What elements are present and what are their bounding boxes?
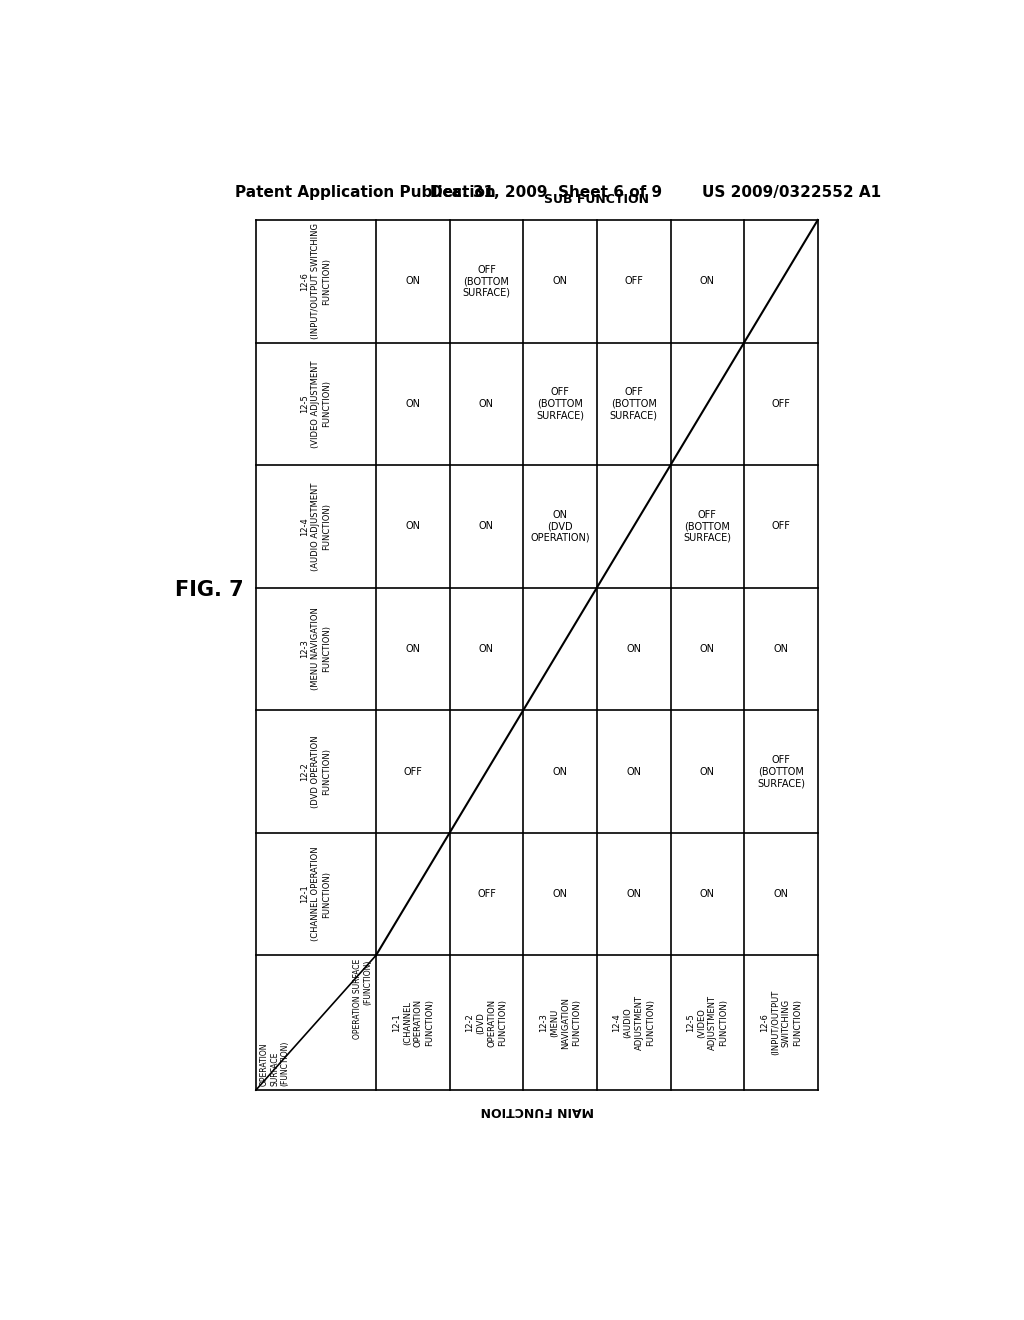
Text: ON: ON: [553, 767, 567, 776]
Text: OPERATION
SURFACE
(FUNCTION): OPERATION SURFACE (FUNCTION): [260, 1041, 290, 1086]
Text: OFF: OFF: [625, 276, 643, 286]
Text: FIG. 7: FIG. 7: [175, 579, 244, 599]
Text: ON: ON: [479, 399, 494, 409]
Text: Dec. 31, 2009  Sheet 6 of 9: Dec. 31, 2009 Sheet 6 of 9: [430, 185, 663, 201]
Text: ON: ON: [553, 890, 567, 899]
Text: US 2009/0322552 A1: US 2009/0322552 A1: [701, 185, 881, 201]
Text: OPERATION SURFACE
(FUNCTION): OPERATION SURFACE (FUNCTION): [352, 960, 372, 1039]
Text: ON: ON: [406, 521, 420, 532]
Text: OFF
(BOTTOM
SURFACE): OFF (BOTTOM SURFACE): [757, 755, 805, 788]
Text: 12-6
(INPUT/OUTPUT SWITCHING
FUNCTION): 12-6 (INPUT/OUTPUT SWITCHING FUNCTION): [300, 223, 332, 339]
Text: 12-1
(CHANNEL OPERATION
FUNCTION): 12-1 (CHANNEL OPERATION FUNCTION): [300, 846, 332, 941]
Text: Patent Application Publication: Patent Application Publication: [234, 185, 496, 201]
Text: ON: ON: [479, 521, 494, 532]
Text: OFF
(BOTTOM
SURFACE): OFF (BOTTOM SURFACE): [609, 387, 657, 421]
Text: 12-5
(VIDEO ADJUSTMENT
FUNCTION): 12-5 (VIDEO ADJUSTMENT FUNCTION): [300, 360, 332, 447]
Text: OFF
(BOTTOM
SURFACE): OFF (BOTTOM SURFACE): [536, 387, 584, 421]
Text: ON: ON: [699, 890, 715, 899]
Text: 12-1
(CHANNEL
OPERATION
FUNCTION): 12-1 (CHANNEL OPERATION FUNCTION): [391, 999, 434, 1047]
Text: ON: ON: [699, 767, 715, 776]
Text: MAIN FUNCTION: MAIN FUNCTION: [480, 1104, 594, 1117]
Text: ON: ON: [406, 644, 420, 653]
Text: ON: ON: [553, 276, 567, 286]
Text: OFF
(BOTTOM
SURFACE): OFF (BOTTOM SURFACE): [683, 510, 731, 543]
Text: 12-2
(DVD
OPERATION
FUNCTION): 12-2 (DVD OPERATION FUNCTION): [465, 999, 508, 1047]
Text: 12-4
(AUDIO ADJUSTMENT
FUNCTION): 12-4 (AUDIO ADJUSTMENT FUNCTION): [300, 482, 332, 570]
Text: ON: ON: [627, 644, 641, 653]
Text: ON: ON: [699, 644, 715, 653]
Text: OFF: OFF: [771, 399, 791, 409]
Text: ON: ON: [479, 644, 494, 653]
Text: ON: ON: [406, 276, 420, 286]
Text: 12-5
(VIDEO
ADJUSTMENT
FUNCTION): 12-5 (VIDEO ADJUSTMENT FUNCTION): [686, 995, 728, 1051]
Text: 12-3
(MENU NAVIGATION
FUNCTION): 12-3 (MENU NAVIGATION FUNCTION): [300, 607, 332, 690]
Text: 12-4
(AUDIO
ADJUSTMENT
FUNCTION): 12-4 (AUDIO ADJUSTMENT FUNCTION): [612, 995, 654, 1051]
Text: ON: ON: [627, 890, 641, 899]
Text: ON: ON: [773, 890, 788, 899]
Text: OFF: OFF: [403, 767, 422, 776]
Text: ON: ON: [699, 276, 715, 286]
Text: SUB FUNCTION: SUB FUNCTION: [545, 193, 649, 206]
Text: ON: ON: [773, 644, 788, 653]
Text: ON
(DVD
OPERATION): ON (DVD OPERATION): [530, 510, 590, 543]
Text: OFF
(BOTTOM
SURFACE): OFF (BOTTOM SURFACE): [463, 265, 510, 298]
Text: ON: ON: [406, 399, 420, 409]
Text: 12-6
(INPUT/OUTPUT
SWITCHING
FUNCTION): 12-6 (INPUT/OUTPUT SWITCHING FUNCTION): [760, 990, 802, 1056]
Text: ON: ON: [627, 767, 641, 776]
Text: 12-2
(DVD OPERATION
FUNCTION): 12-2 (DVD OPERATION FUNCTION): [300, 735, 332, 808]
Text: OFF: OFF: [477, 890, 496, 899]
Text: OFF: OFF: [771, 521, 791, 532]
Text: 12-3
(MENU
NAVIGATION
FUNCTION): 12-3 (MENU NAVIGATION FUNCTION): [539, 997, 582, 1048]
